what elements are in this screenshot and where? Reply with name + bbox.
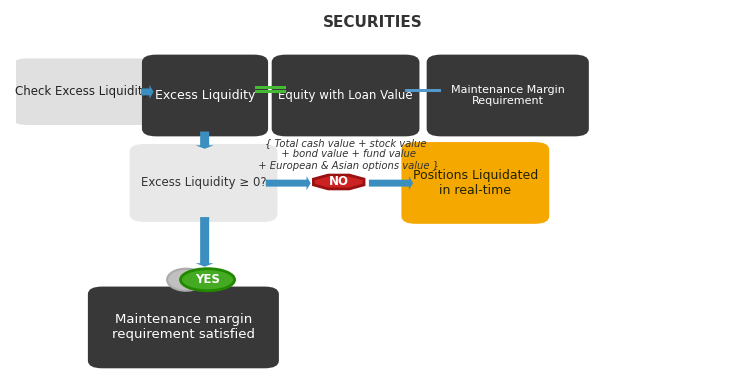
Text: Maintenance Margin
Requirement: Maintenance Margin Requirement: [451, 85, 565, 106]
Text: ✓: ✓: [181, 273, 191, 286]
FancyBboxPatch shape: [13, 59, 153, 125]
FancyBboxPatch shape: [88, 286, 279, 368]
Text: Excess Liquidity ≥ 0?: Excess Liquidity ≥ 0?: [141, 177, 266, 190]
Text: Maintenance margin
requirement satisfied: Maintenance margin requirement satisfied: [112, 313, 255, 341]
Text: NO: NO: [328, 175, 349, 188]
FancyBboxPatch shape: [255, 90, 286, 93]
Ellipse shape: [181, 269, 235, 291]
FancyBboxPatch shape: [130, 144, 277, 222]
Text: Excess Liquidity: Excess Liquidity: [155, 89, 255, 102]
Text: { Total cash value + stock value
  + bond value + fund value
  + European & Asia: { Total cash value + stock value + bond …: [252, 137, 439, 171]
Text: SECURITIES: SECURITIES: [323, 15, 422, 30]
Polygon shape: [314, 175, 364, 189]
Text: Check Excess Liquidity: Check Excess Liquidity: [15, 85, 150, 98]
Text: YES: YES: [195, 273, 220, 286]
FancyBboxPatch shape: [405, 89, 441, 92]
FancyBboxPatch shape: [427, 55, 589, 136]
FancyBboxPatch shape: [142, 55, 268, 136]
FancyBboxPatch shape: [401, 142, 549, 224]
FancyBboxPatch shape: [255, 86, 286, 89]
Ellipse shape: [168, 269, 204, 291]
Text: Positions Liquidated
in real-time: Positions Liquidated in real-time: [413, 169, 538, 197]
Text: Equity with Loan Value: Equity with Loan Value: [278, 89, 413, 102]
FancyBboxPatch shape: [272, 55, 419, 136]
